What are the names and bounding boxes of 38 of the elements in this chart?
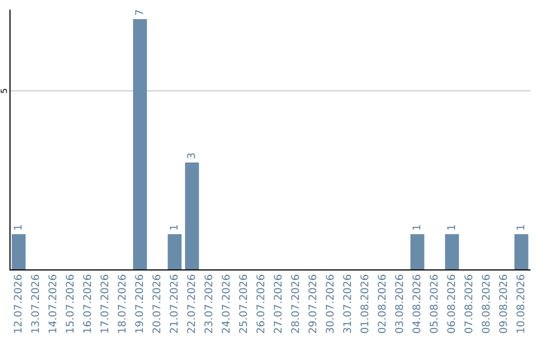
x-tick-label: 08.08.2026 xyxy=(482,274,490,334)
x-tick-label: 25.07.2026 xyxy=(239,274,248,334)
x-tick-label: 27.07.2026 xyxy=(274,274,282,334)
x-tick-label: 14.07.2026 xyxy=(48,274,56,333)
data-label: 1 xyxy=(412,225,420,230)
data-label: 3 xyxy=(187,153,196,158)
x-tick-label: 17.07.2026 xyxy=(100,274,108,333)
x-tick-label: 21.07.2026 xyxy=(170,274,178,334)
x-tick-label: 05.08.2026 xyxy=(430,274,438,334)
x-tick-label: 18.07.2026 xyxy=(118,274,126,333)
x-tick-label: 30.07.2026 xyxy=(326,274,334,333)
x-tick-label: 31.07.2026 xyxy=(343,274,352,333)
x-tick-label: 03.08.2026 xyxy=(395,274,404,334)
x-tick-label: 29.07.2026 xyxy=(308,274,316,334)
y-tick-label: 5 xyxy=(0,88,7,93)
data-label: 1 xyxy=(170,225,178,230)
x-tick-label: 24.07.2026 xyxy=(222,274,230,334)
x-tick-label: 26.07.2026 xyxy=(256,274,264,334)
x-tick-label: 04.08.2026 xyxy=(412,274,420,334)
x-tick-label: 23.07.2026 xyxy=(204,274,212,334)
x-tick-label: 19.07.2026 xyxy=(135,274,144,333)
x-tick-label: 10.08.2026 xyxy=(516,274,524,333)
x-tick-label: 07.08.2026 xyxy=(464,274,472,334)
x-tick-label: 01.08.2026 xyxy=(360,274,368,334)
data-label: 1 xyxy=(14,225,22,230)
x-tick-label: 02.08.2026 xyxy=(378,274,386,334)
data-label: 1 xyxy=(516,225,524,230)
x-tick-label: 12.07.2026 xyxy=(14,274,22,333)
data-label: 7 xyxy=(135,10,143,15)
x-tick-label: 06.08.2026 xyxy=(447,274,456,334)
data-label: 1 xyxy=(447,225,455,230)
x-tick-label: 13.07.2026 xyxy=(31,274,40,333)
x-tick-label: 22.07.2026 xyxy=(187,274,196,334)
x-tick-label: 09.08.2026 xyxy=(499,274,508,334)
x-tick-label: 15.07.2026 xyxy=(66,274,74,333)
x-tick-label: 16.07.2026 xyxy=(83,274,92,333)
x-tick-label: 20.07.2026 xyxy=(152,274,160,334)
x-tick-label: 28.07.2026 xyxy=(291,274,300,334)
